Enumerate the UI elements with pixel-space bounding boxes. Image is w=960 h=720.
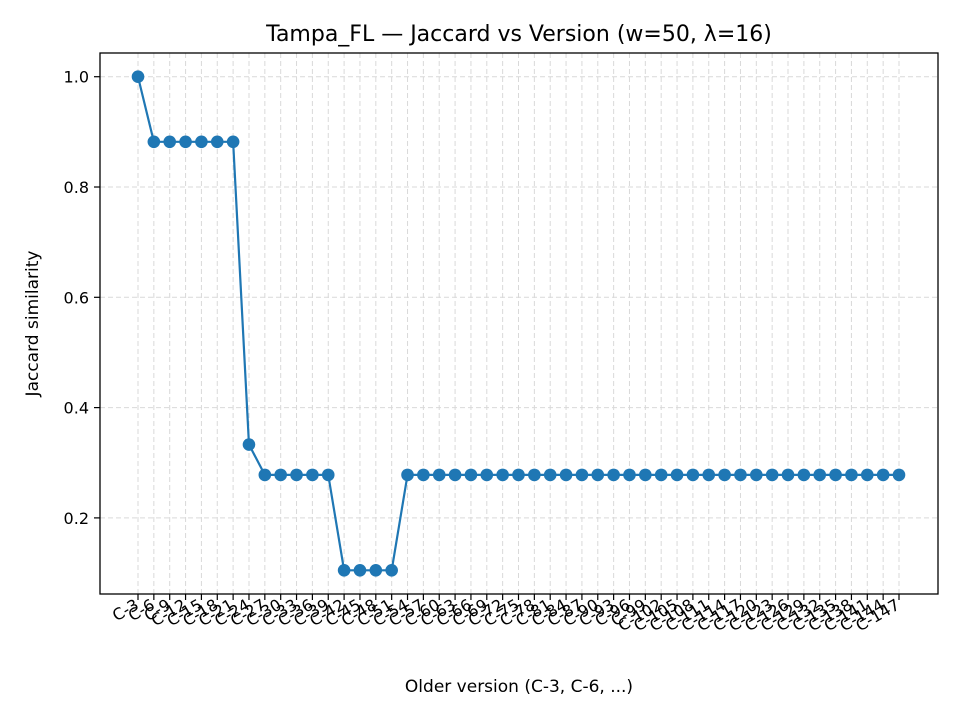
data-point [734, 468, 747, 482]
data-point [179, 135, 192, 149]
data-point [448, 468, 462, 482]
data-point [892, 468, 906, 482]
data-point [496, 468, 509, 482]
y-axis: 0.2 0.4 0.6 0.8 1.0 [64, 68, 100, 528]
data-point [242, 438, 256, 451]
data-point [702, 468, 716, 482]
data-point [670, 468, 684, 482]
data-point [781, 468, 795, 482]
series-layer [131, 70, 906, 577]
data-point [353, 563, 367, 577]
data-point [210, 135, 224, 149]
data-point [686, 468, 700, 482]
data-point [512, 468, 525, 482]
grid-layer [100, 53, 938, 594]
data-point [591, 468, 605, 482]
data-point [195, 135, 208, 149]
data-point [750, 468, 763, 482]
data-point [337, 563, 351, 577]
data-point [876, 468, 890, 482]
data-point [797, 468, 811, 482]
data-point [131, 70, 145, 84]
data-point [543, 468, 557, 482]
y-axis-label: Jaccard similarity [23, 251, 43, 398]
x-axis-label: Older version (C-3, C-6, ...) [405, 677, 633, 697]
data-point [432, 468, 446, 482]
data-point [163, 135, 177, 149]
data-point [607, 468, 620, 482]
data-point [401, 468, 414, 482]
data-point [258, 468, 272, 482]
data-point [147, 135, 161, 149]
data-point [813, 468, 827, 482]
data-point [654, 468, 668, 482]
data-point [306, 468, 319, 482]
data-point [575, 468, 589, 482]
y-tick-label: 0.4 [64, 399, 89, 418]
data-point [639, 468, 652, 482]
data-point [290, 468, 303, 482]
data-point [385, 563, 398, 577]
data-point [464, 468, 478, 482]
data-point [417, 468, 430, 482]
chart-title: Tampa_FL — Jaccard vs Version (w=50, λ=1… [265, 22, 772, 47]
data-point [369, 563, 383, 577]
data-point [274, 468, 287, 482]
data-point [718, 468, 731, 482]
data-point [765, 468, 779, 482]
data-point [559, 468, 573, 482]
x-axis: C-3C-6C-9C-12C-15C-18C-21C-24C-27C-30C-3… [109, 594, 903, 635]
y-tick-label: 0.6 [64, 288, 89, 307]
data-point [480, 468, 494, 482]
data-point [321, 468, 335, 482]
y-tick-label: 0.8 [64, 178, 89, 197]
y-tick-label: 0.2 [64, 509, 89, 528]
y-tick-label: 1.0 [64, 68, 89, 87]
data-point [528, 468, 541, 482]
data-point [845, 468, 858, 482]
data-point [226, 135, 240, 149]
data-point [860, 468, 874, 482]
data-point [623, 468, 636, 482]
data-point [829, 468, 842, 482]
